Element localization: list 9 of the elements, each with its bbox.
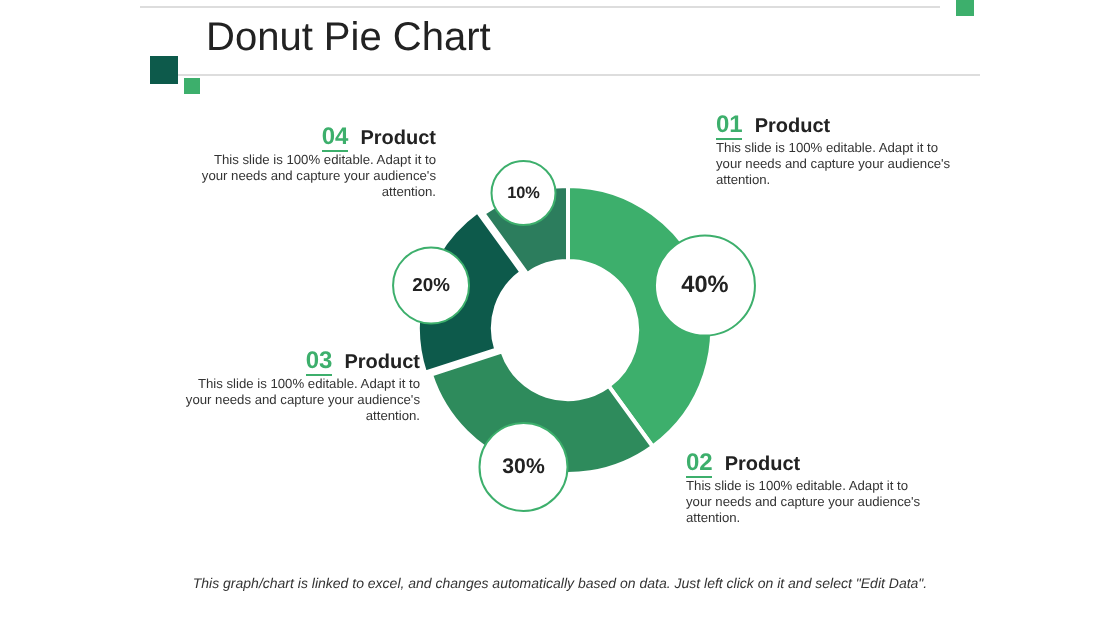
slice-label: 01 Product [716,110,831,140]
data-label: 20% [412,272,452,295]
data-label: 30% [502,454,546,479]
chart-title: Donut Pie Chart [206,16,491,62]
slice-label: 03 Product [305,346,420,376]
data-label: 10% [507,183,542,202]
slice-label: 04 Product [321,122,436,152]
data-label: 40% [681,270,730,299]
slice-label: 02 Product [686,448,801,478]
